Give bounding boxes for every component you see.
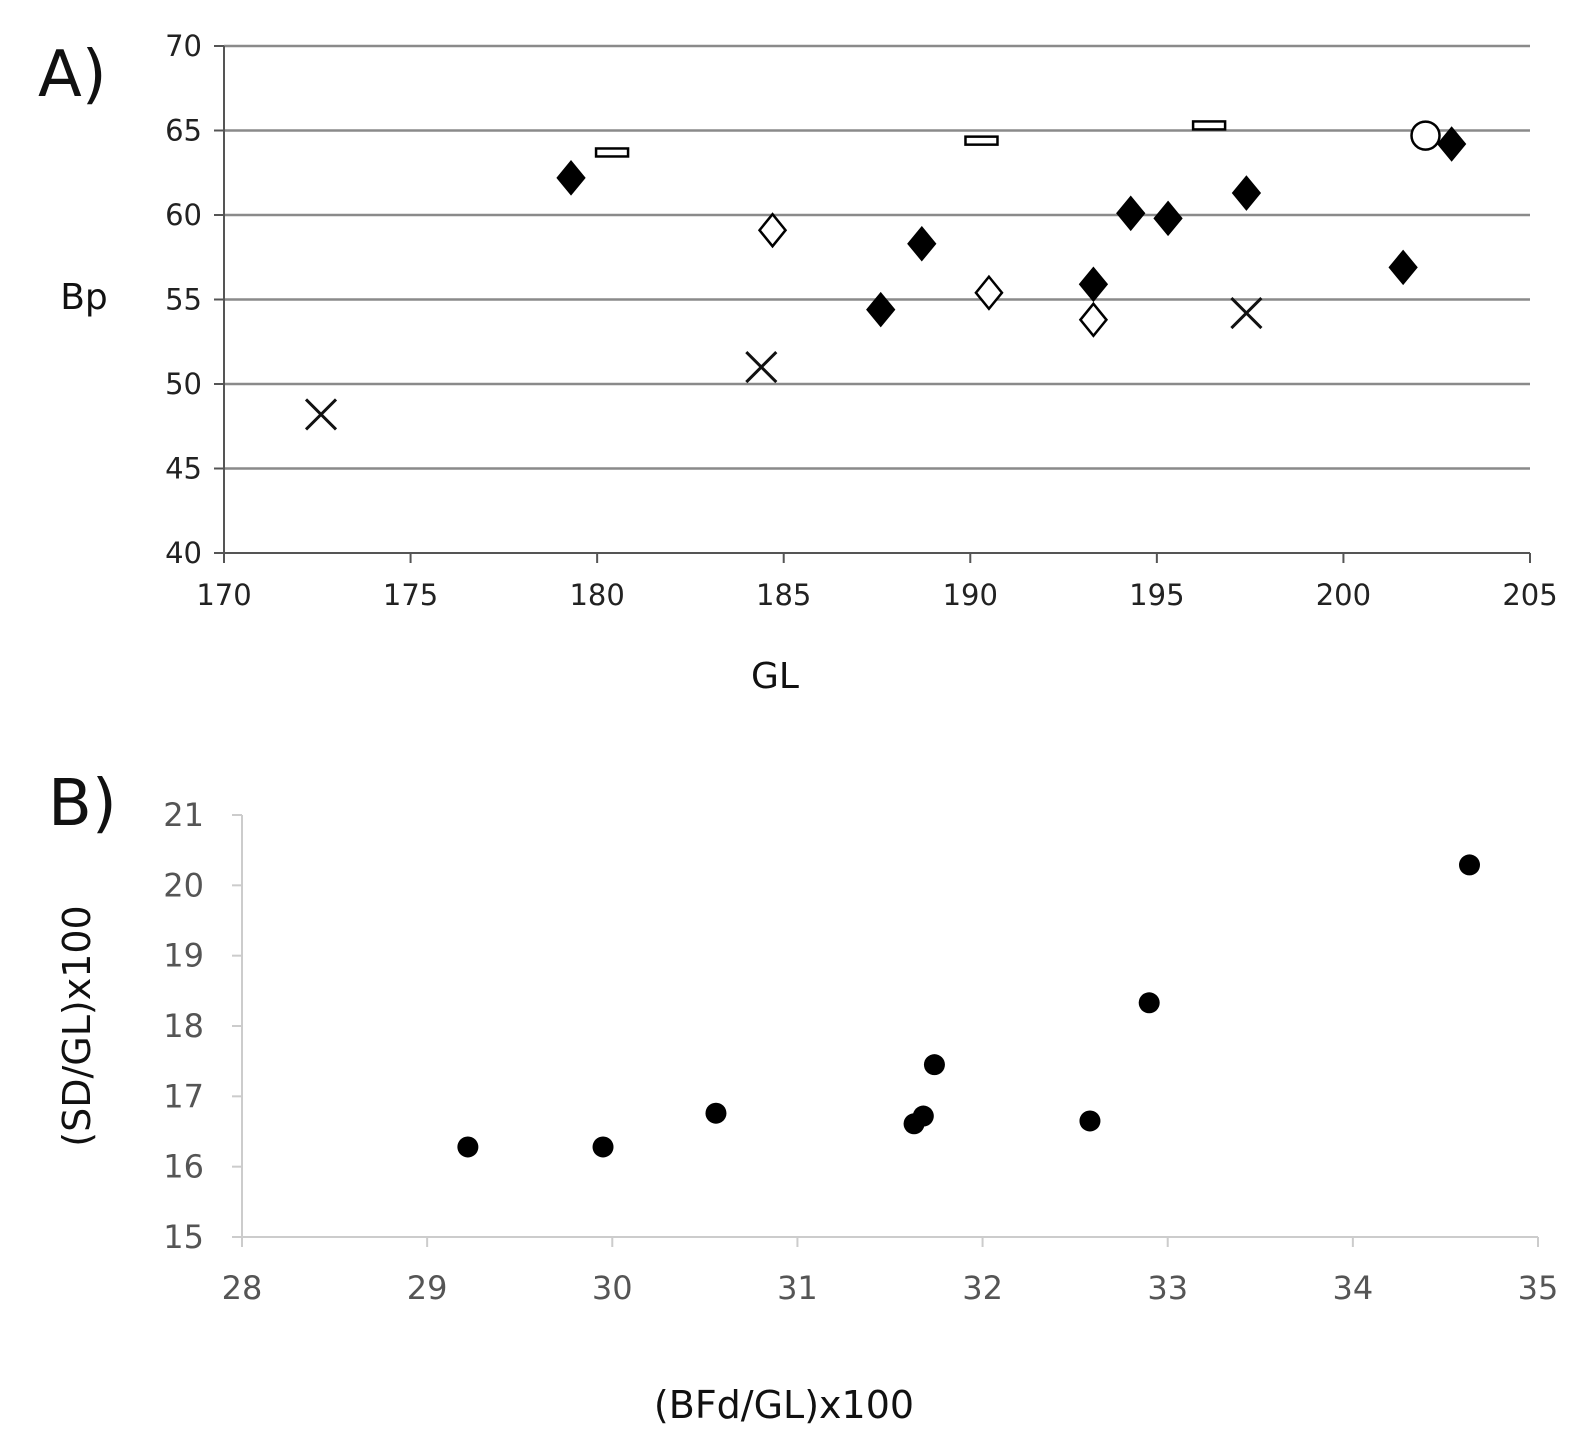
chart-a-x-tick-label: 185 xyxy=(756,578,811,612)
chart-b-y-tick-label: 21 xyxy=(163,796,204,834)
chart-b-x-tick-label: 31 xyxy=(777,1269,818,1307)
chart-b-y-tick-label: 20 xyxy=(163,866,204,904)
chart-b-x-tick-label: 34 xyxy=(1332,1269,1373,1307)
chart-a-point-filled-diamond xyxy=(866,291,896,328)
chart-a-x-tick-label: 205 xyxy=(1502,578,1557,612)
chart-a-y-tick-label: 70 xyxy=(165,29,202,63)
chart-b-x-tick-label: 33 xyxy=(1147,1269,1188,1307)
chart-a-point-filled-diamond xyxy=(907,225,937,262)
chart-a-point-cross xyxy=(304,398,338,431)
chart-b-point xyxy=(592,1136,614,1158)
chart-a-point-filled-diamond xyxy=(1231,175,1262,211)
chart-a-points xyxy=(304,120,1467,431)
chart-b-points xyxy=(457,854,1480,1158)
chart-b-y-tick-label: 17 xyxy=(163,1077,204,1115)
chart-a-x-tick-label: 190 xyxy=(943,578,998,612)
chart-b-x-tick-label: 30 xyxy=(592,1269,633,1307)
chart-b-y-tick-label: 16 xyxy=(163,1148,204,1186)
chart-b-point xyxy=(705,1102,727,1124)
chart-b-point xyxy=(457,1136,479,1158)
chart-a-point-open-diamond xyxy=(974,274,1004,311)
chart-a-y-tick-label: 45 xyxy=(165,452,202,486)
chart-a-point-cross xyxy=(745,351,778,384)
chart-b-point xyxy=(923,1054,945,1076)
chart-a-point-cross xyxy=(1230,296,1263,330)
chart-a-ticks: 40 45 50 55 60 65 70 170 175 180 185 190 195 200 205 xyxy=(165,29,1558,612)
chart-a-x-tick-label: 200 xyxy=(1316,578,1371,612)
chart-a-y-axis-title: Bp xyxy=(60,277,108,318)
chart-a-point-dash xyxy=(964,135,999,146)
chart-a-point-filled-diamond xyxy=(1153,200,1183,237)
chart-b-x-tick-label: 35 xyxy=(1518,1269,1559,1307)
chart-a-point-open-diamond xyxy=(757,212,788,249)
chart-b-ticks: 15 16 17 18 19 20 21 28 29 30 31 32 33 34 35 xyxy=(163,796,1558,1307)
chart-a-gridlines xyxy=(224,44,1530,470)
chart-a-point-filled-diamond xyxy=(1116,195,1146,232)
chart-a-point-filled-diamond xyxy=(1436,126,1467,162)
chart-a-y-tick-label: 50 xyxy=(165,367,202,401)
chart-a-x-tick-label: 170 xyxy=(196,578,251,612)
chart-a-x-tick-label: 180 xyxy=(569,578,624,612)
chart-a-y-tick-label: 65 xyxy=(165,114,202,148)
chart-b-y-axis-title: (SD/GL)x100 xyxy=(55,905,99,1146)
chart-a-point-open-circle xyxy=(1410,120,1441,151)
chart-b-x-tick-label: 32 xyxy=(962,1269,1003,1307)
chart-a-y-tick-label: 40 xyxy=(165,536,202,570)
chart-b-panel-label: B) xyxy=(48,767,117,841)
chart-a-y-tick-label: 55 xyxy=(165,283,202,317)
chart-a-x-tick-label: 195 xyxy=(1129,578,1184,612)
chart-a-point-filled-diamond xyxy=(556,160,586,196)
chart-b-y-tick-label: 15 xyxy=(163,1218,204,1256)
chart-a: A) 40 45 50 55 60 65 70 170 175 180 185 190 195 200 20… xyxy=(38,29,1558,697)
chart-b-y-tick-label: 19 xyxy=(163,937,204,975)
chart-a-point-dash xyxy=(594,147,630,158)
chart-b-x-tick-label: 29 xyxy=(407,1269,448,1307)
chart-b-x-axis-title: (BFd/GL)x100 xyxy=(654,1383,914,1427)
chart-b: B) 15 16 17 18 19 20 21 28 29 30 31 32 33 34 35 (SD/GL… xyxy=(48,767,1558,1427)
chart-a-x-axis-title: GL xyxy=(751,656,799,697)
chart-b-y-tick-label: 18 xyxy=(163,1007,204,1045)
chart-b-point xyxy=(1458,854,1480,876)
chart-b-x-tick-label: 28 xyxy=(222,1269,263,1307)
chart-a-point-filled-diamond xyxy=(1078,266,1109,303)
chart-a-x-tick-label: 175 xyxy=(383,578,438,612)
chart-b-point xyxy=(1079,1110,1101,1132)
chart-a-y-tick-label: 60 xyxy=(165,198,202,232)
chart-a-panel-label: A) xyxy=(38,38,107,112)
chart-a-point-filled-diamond xyxy=(1388,249,1418,286)
chart-b-point xyxy=(1138,992,1160,1014)
chart-a-point-dash xyxy=(1191,120,1227,131)
chart-b-point xyxy=(912,1105,934,1127)
chart-a-point-open-diamond xyxy=(1078,301,1109,338)
